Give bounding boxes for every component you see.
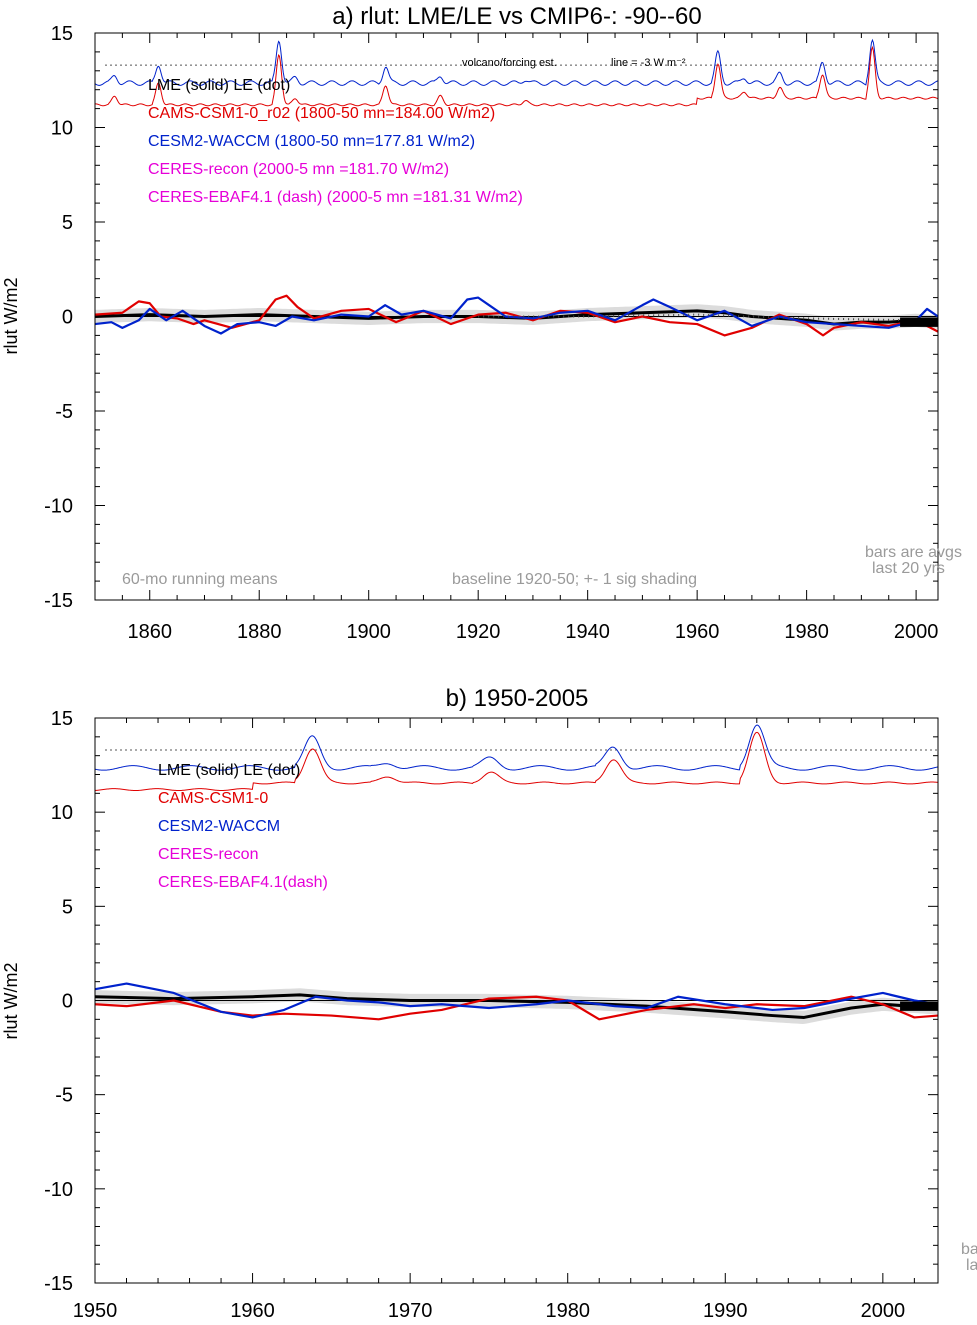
legend-ceres-ebaf: CERES-EBAF4.1 (dash) (2000-5 mn =181.31 … [148, 189, 523, 206]
legend-cams: CAMS-CSM1-0_r02 (1800-50 mn=184.00 W/m2) [148, 105, 495, 122]
panel-b-ytick-label: 5 [62, 896, 73, 918]
panel-a-last20-bar [900, 317, 938, 327]
panel-a-xtick-label: 1940 [565, 621, 610, 643]
panel-b-ytick-label: -5 [55, 1085, 73, 1107]
panel-b-cesm-line [94, 982, 939, 1019]
panel-b-xtick-label: 1970 [388, 1300, 433, 1322]
panel-a-title: a) rlut: LME/LE vs CMIP6-: -90--60 [332, 3, 701, 30]
panel-a-cesm-forcing-line [94, 38, 939, 86]
volcano-note: volcano/forcing est. [462, 57, 557, 69]
panel-b-frame [94, 717, 939, 1284]
panel-b-xtick-label: 1960 [230, 1300, 275, 1322]
panel-b-cams-line [94, 995, 939, 1021]
panel-a-xtick-label: 1980 [784, 621, 829, 643]
panel-a-cams-forcing-line [94, 45, 939, 107]
line-note: line = -3 W m⁻² [611, 57, 686, 69]
panel-a-legend: LME (solid) LE (dot) CAMS-CSM1-0_r02 (18… [148, 77, 523, 206]
legend-ceres-recon: CERES-recon (2000-5 mn =181.70 W/m2) [148, 161, 449, 178]
panel-a-ytick-label: -10 [44, 496, 73, 518]
panel-b-title: b) 1950-2005 [446, 685, 589, 712]
legend-b-cesm: CESM2-WACCM [158, 818, 280, 835]
panel-b-ylabel: rlut W/m2 [1, 962, 21, 1039]
panel-a-ytick-label: 0 [62, 307, 73, 329]
panel-b-ytick-label: 10 [51, 802, 73, 824]
panel-a-ytick-label: 10 [51, 118, 73, 140]
legend-lme: LME (solid) LE (dot) [148, 77, 290, 94]
panel-b-xtick-label: 2000 [861, 1300, 906, 1322]
panel-b-series [94, 724, 939, 1021]
panel-b-last20-bar [900, 1001, 938, 1011]
panel-a-lme-line [94, 309, 939, 326]
legend-b-ceres-recon: CERES-recon [158, 846, 258, 863]
bars-note-1: bars are avgs [865, 544, 962, 561]
panel-b-ytick-label: 0 [62, 991, 73, 1013]
panel-a-frame [94, 32, 939, 601]
legend-cesm: CESM2-WACCM (1800-50 mn=177.81 W/m2) [148, 133, 475, 150]
panel-a-xtick-label: 1860 [127, 621, 172, 643]
bars-note-b-2: la [966, 1257, 977, 1274]
panel-a-series [94, 38, 939, 337]
panel-a-xtick-label: 1960 [675, 621, 720, 643]
legend-b-lme: LME (solid) LE (dot) [158, 762, 300, 779]
baseline-note: baseline 1920-50; +- 1 sig shading [452, 571, 697, 588]
panel-a-xtick-label: 2000 [894, 621, 939, 643]
legend-b-cams: CAMS-CSM1-0 [158, 790, 268, 807]
panel-b-ytick-label: -10 [44, 1179, 73, 1201]
panel-b-xtick-label: 1950 [73, 1300, 118, 1322]
panel-b-xtick-label: 1980 [545, 1300, 590, 1322]
panel-a-cams-line [94, 294, 939, 337]
panel-a-xtick-label: 1880 [237, 621, 282, 643]
running-means-note: 60-mo running means [122, 571, 278, 588]
panel-a-xtick-label: 1900 [346, 621, 391, 643]
bars-note-b-1: ba [961, 1241, 977, 1258]
panel-b-cams-forcing-line [94, 731, 939, 792]
panel-b-ytick-label: 15 [51, 708, 73, 730]
panel-b-legend: LME (solid) LE (dot) CAMS-CSM1-0 CESM2-W… [158, 762, 328, 891]
panel-a-ytick-label: 15 [51, 23, 73, 45]
panel-b-lme-line [94, 993, 939, 1019]
panel-a-ytick-label: 5 [62, 212, 73, 234]
bars-note-2: last 20 yrs [872, 560, 945, 577]
panel-b-cesm-forcing-line [94, 724, 939, 771]
panel-a: a) rlut: LME/LE vs CMIP6-: -90--60 15 10 5… [1, 3, 962, 643]
panel-a-xtick-label: 1920 [456, 621, 501, 643]
panel-a-ytick-label: -15 [44, 590, 73, 612]
panel-b-xtick-label: 1990 [703, 1300, 748, 1322]
panel-b-ytick-label: -15 [44, 1273, 73, 1295]
legend-b-ceres-ebaf: CERES-EBAF4.1(dash) [158, 874, 328, 891]
panel-a-ytick-label: -5 [55, 401, 73, 423]
panel-a-ylabel: rlut W/m2 [1, 277, 21, 354]
